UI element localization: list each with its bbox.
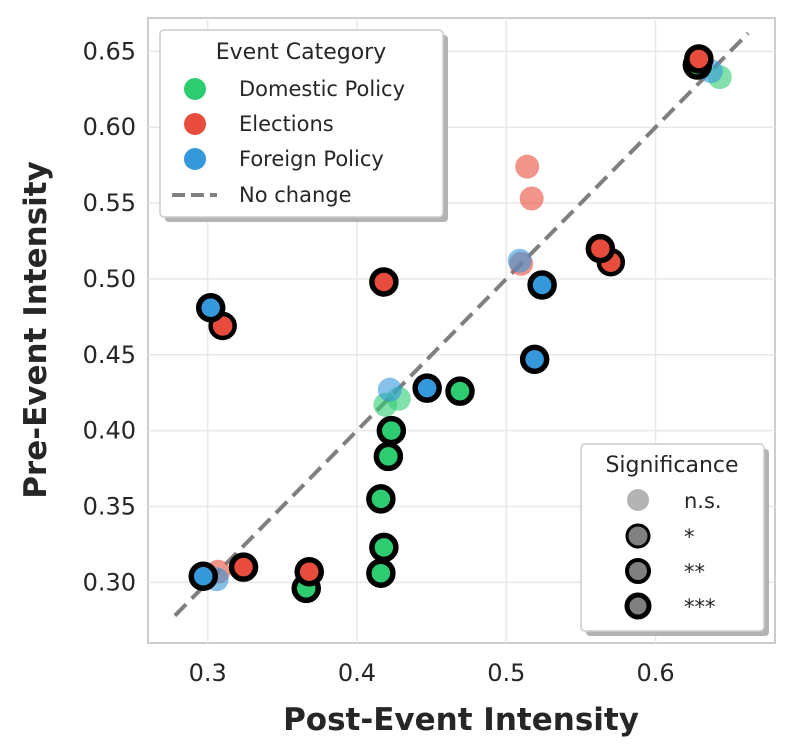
point-elections [228, 552, 259, 582]
legend-ns-marker [627, 489, 649, 511]
legend-three-star-marker [624, 592, 652, 620]
legend-two-star-marker [625, 558, 651, 584]
point-elections [585, 233, 616, 264]
point-domestic-policy [366, 558, 396, 588]
legend-three-star-label: *** [684, 595, 716, 619]
legend-no-change-label: No change [239, 183, 352, 207]
y-tick-label: 0.35 [83, 492, 136, 520]
y-tick-label: 0.55 [83, 189, 136, 217]
legend-domestic-policy-label: Domestic Policy [239, 77, 405, 101]
point-foreign-policy [377, 377, 402, 402]
point-elections [369, 267, 399, 297]
category-legend: Event Category Domestic Policy Elections… [159, 29, 448, 222]
no-change-line [173, 31, 750, 618]
legend-one-star-label: * [684, 525, 695, 549]
x-tick-label: 0.6 [636, 659, 674, 687]
point-foreign-policy [412, 373, 442, 403]
point-foreign-policy [507, 248, 532, 273]
point-domestic-policy [369, 532, 399, 563]
legend-one-star-marker [625, 523, 651, 549]
legend-foreign-policy-label: Foreign Policy [239, 147, 384, 171]
y-tick-label: 0.45 [83, 341, 136, 369]
legend-foreign-policy-marker [184, 148, 206, 170]
significance-legend-title: Significance [605, 453, 738, 478]
legend-ns-label: n.s. [684, 489, 722, 513]
point-foreign-policy [527, 270, 557, 300]
legend-two-star-label: ** [684, 560, 705, 584]
point-domestic-policy [376, 415, 407, 446]
y-tick-label: 0.30 [83, 568, 136, 596]
point-elections [515, 154, 540, 179]
point-domestic-policy [373, 441, 404, 472]
x-axis-label: Post-Event Intensity [283, 702, 639, 738]
data-points [188, 44, 732, 604]
x-tick-label: 0.3 [189, 659, 227, 687]
point-elections [519, 186, 544, 211]
y-axis-label: Pre-Event Intensity [18, 161, 54, 499]
legend-elections-marker [184, 113, 206, 135]
category-legend-title: Event Category [216, 40, 387, 65]
y-tick-labels: 0.30 0.35 0.40 0.45 0.50 0.55 0.60 0.65 [83, 37, 136, 596]
x-tick-label: 0.5 [487, 659, 525, 687]
significance-legend: Significance n.s. * ** *** [580, 443, 769, 636]
point-elections [294, 556, 324, 587]
y-tick-label: 0.40 [83, 417, 136, 445]
point-domestic-policy [445, 376, 475, 406]
point-elections [684, 44, 714, 74]
y-tick-label: 0.60 [83, 113, 136, 141]
point-foreign-policy [519, 344, 550, 375]
y-tick-label: 0.65 [83, 37, 136, 65]
x-tick-labels: 0.3 0.4 0.5 0.6 [189, 659, 675, 687]
legend-elections-label: Elections [239, 112, 334, 136]
point-foreign-policy [195, 292, 226, 323]
legend-domestic-policy-marker [184, 78, 206, 100]
point-foreign-policy [188, 561, 218, 592]
y-tick-label: 0.50 [83, 265, 136, 293]
x-tick-label: 0.4 [338, 659, 376, 687]
point-domestic-policy [366, 484, 396, 514]
